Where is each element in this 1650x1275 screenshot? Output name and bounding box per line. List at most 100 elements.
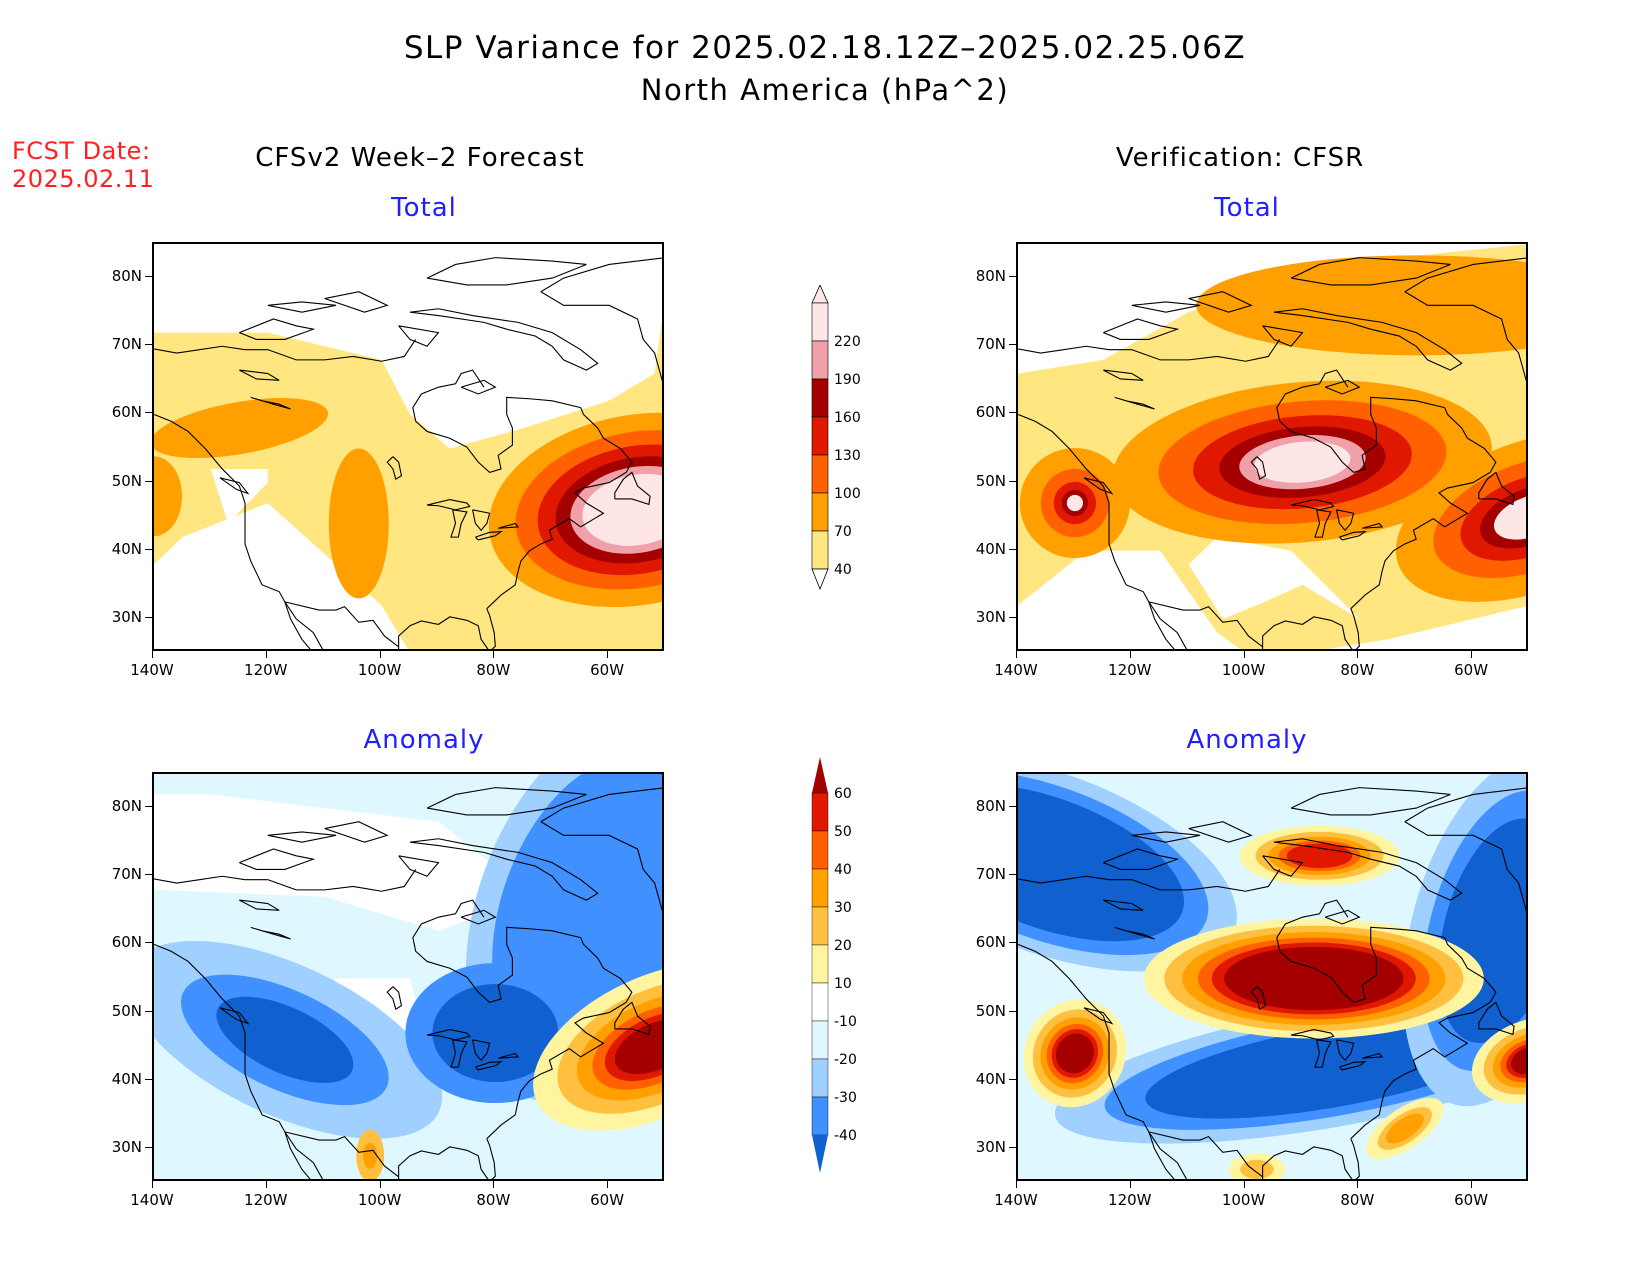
- lon-tick-label: 140W: [994, 1191, 1038, 1209]
- coastline-segment: [154, 869, 417, 892]
- lon-tick-label: 60W: [1454, 661, 1489, 679]
- coastline-segment: [324, 821, 389, 843]
- coastline-segment: [475, 531, 503, 541]
- coastline-segment: [1262, 855, 1304, 877]
- lat-tick-label: 60N: [111, 933, 142, 952]
- verification-anomaly-title: Anomaly: [1186, 725, 1308, 755]
- colorbar-level-label: -30: [834, 1090, 857, 1106]
- coastline-segment: [386, 986, 403, 1011]
- lat-tick: [1009, 412, 1016, 414]
- lon-tick-label: 100W: [1221, 1191, 1266, 1209]
- lat-tick: [145, 548, 152, 550]
- coastline-segment: [398, 855, 440, 877]
- coastline-segment: [409, 838, 599, 901]
- colorbar-level-label: 160: [834, 410, 861, 426]
- colorbar-segment: [811, 868, 829, 908]
- coastline-segment: [460, 379, 497, 395]
- coastline-segment: [154, 413, 324, 649]
- neutral-region: [154, 794, 507, 931]
- coastline-segment: [284, 1131, 399, 1178]
- lat-tick-label: 40N: [975, 1069, 1006, 1088]
- coastline-segment: [239, 848, 316, 870]
- coastline-segment: [1103, 848, 1180, 870]
- lat-tick-label: 30N: [111, 607, 142, 626]
- lat-tick-label: 50N: [111, 471, 142, 490]
- southeast-positive-region: [1366, 1097, 1444, 1160]
- coastline-segment: [1103, 318, 1180, 340]
- lat-tick-label: 80N: [111, 267, 142, 286]
- lon-tick-label: 100W: [357, 1191, 402, 1209]
- coastline-segment: [1131, 831, 1201, 843]
- coastline: [1018, 787, 1526, 1179]
- coastline-segment: [1404, 821, 1526, 912]
- forecast-anomaly-title: Anomaly: [363, 725, 485, 755]
- coastline-segment: [614, 1001, 651, 1036]
- coastline-segment: [250, 396, 291, 410]
- colorbar-segment: [811, 530, 829, 570]
- coastline-segment: [250, 926, 291, 940]
- coastline-segment: [472, 1039, 491, 1062]
- colorbar-segment: [811, 454, 829, 494]
- lat-tick-label: 50N: [975, 471, 1006, 490]
- lon-tick-label: 100W: [1221, 661, 1266, 679]
- lat-tick: [1009, 1078, 1016, 1080]
- fcst-date-value: 2025.02.11: [12, 165, 155, 193]
- coastline-segment: [486, 407, 633, 610]
- coastline-segment: [1262, 608, 1360, 649]
- coastline-segment: [239, 899, 280, 911]
- lon-tick-label: 80W: [1340, 661, 1375, 679]
- coastline-segment: [1350, 407, 1497, 610]
- colorbar-segment: [811, 1096, 829, 1136]
- pacific-positive-region: [1023, 999, 1127, 1108]
- coastline-segment: [398, 608, 496, 649]
- lat-tick-label: 60N: [975, 403, 1006, 422]
- coastline-segment: [486, 937, 633, 1140]
- coastline-segment: [239, 369, 280, 381]
- coastline: [154, 787, 662, 1179]
- arctic-positive-region: [1239, 825, 1400, 886]
- fcst-date-label: FCST Date:: [12, 137, 151, 165]
- coastline-segment: [1404, 291, 1526, 382]
- western-negative-region: [154, 940, 443, 1139]
- colorbar-level-label: -20: [834, 1052, 857, 1068]
- low-variance-region: [210, 468, 268, 524]
- coastline-segment: [1362, 522, 1384, 529]
- atlantic-max-region: [488, 412, 662, 607]
- coastline-segment: [154, 339, 417, 362]
- lon-tick: [265, 1181, 267, 1188]
- lat-tick: [1009, 548, 1016, 550]
- low-variance-region: [1018, 244, 1189, 333]
- colorbar-segment: [811, 944, 829, 984]
- lat-tick: [1009, 1010, 1016, 1012]
- lat-tick: [145, 616, 152, 618]
- lat-tick: [145, 276, 152, 278]
- coastline-segment: [498, 1052, 520, 1059]
- coastline-segment: [1336, 1039, 1355, 1062]
- verification-total-map: [1016, 242, 1528, 651]
- forecast-total-map: [152, 242, 664, 651]
- coastline-segment: [284, 601, 399, 648]
- lat-tick: [145, 874, 152, 876]
- lat-tick: [1009, 480, 1016, 482]
- colorbar-segment: [811, 492, 829, 532]
- colorbar-bottom-arrow: [811, 568, 829, 591]
- coastline-segment: [540, 821, 662, 912]
- lon-tick-label: 120W: [1108, 1191, 1152, 1209]
- lon-tick-label: 60W: [590, 1191, 625, 1209]
- gulf-positive-region: [1228, 1153, 1285, 1179]
- coastline-segment: [386, 456, 403, 481]
- hudson-max-region: [1113, 380, 1492, 544]
- colorbar-level-label: -10: [834, 1014, 857, 1030]
- coastline-segment: [1324, 909, 1361, 925]
- atlantic-positive-region: [1471, 1017, 1526, 1104]
- coastline-segment: [460, 909, 497, 925]
- lat-tick: [145, 806, 152, 808]
- coastline-segment: [1103, 369, 1144, 381]
- coastline-segment: [267, 301, 337, 313]
- lat-tick: [145, 1010, 152, 1012]
- lon-tick: [379, 651, 381, 658]
- coastline-segment: [1188, 291, 1253, 313]
- forecast-anomaly-map: [152, 772, 664, 1181]
- lon-tick-label: 120W: [244, 1191, 288, 1209]
- coastline-segment: [1083, 477, 1114, 495]
